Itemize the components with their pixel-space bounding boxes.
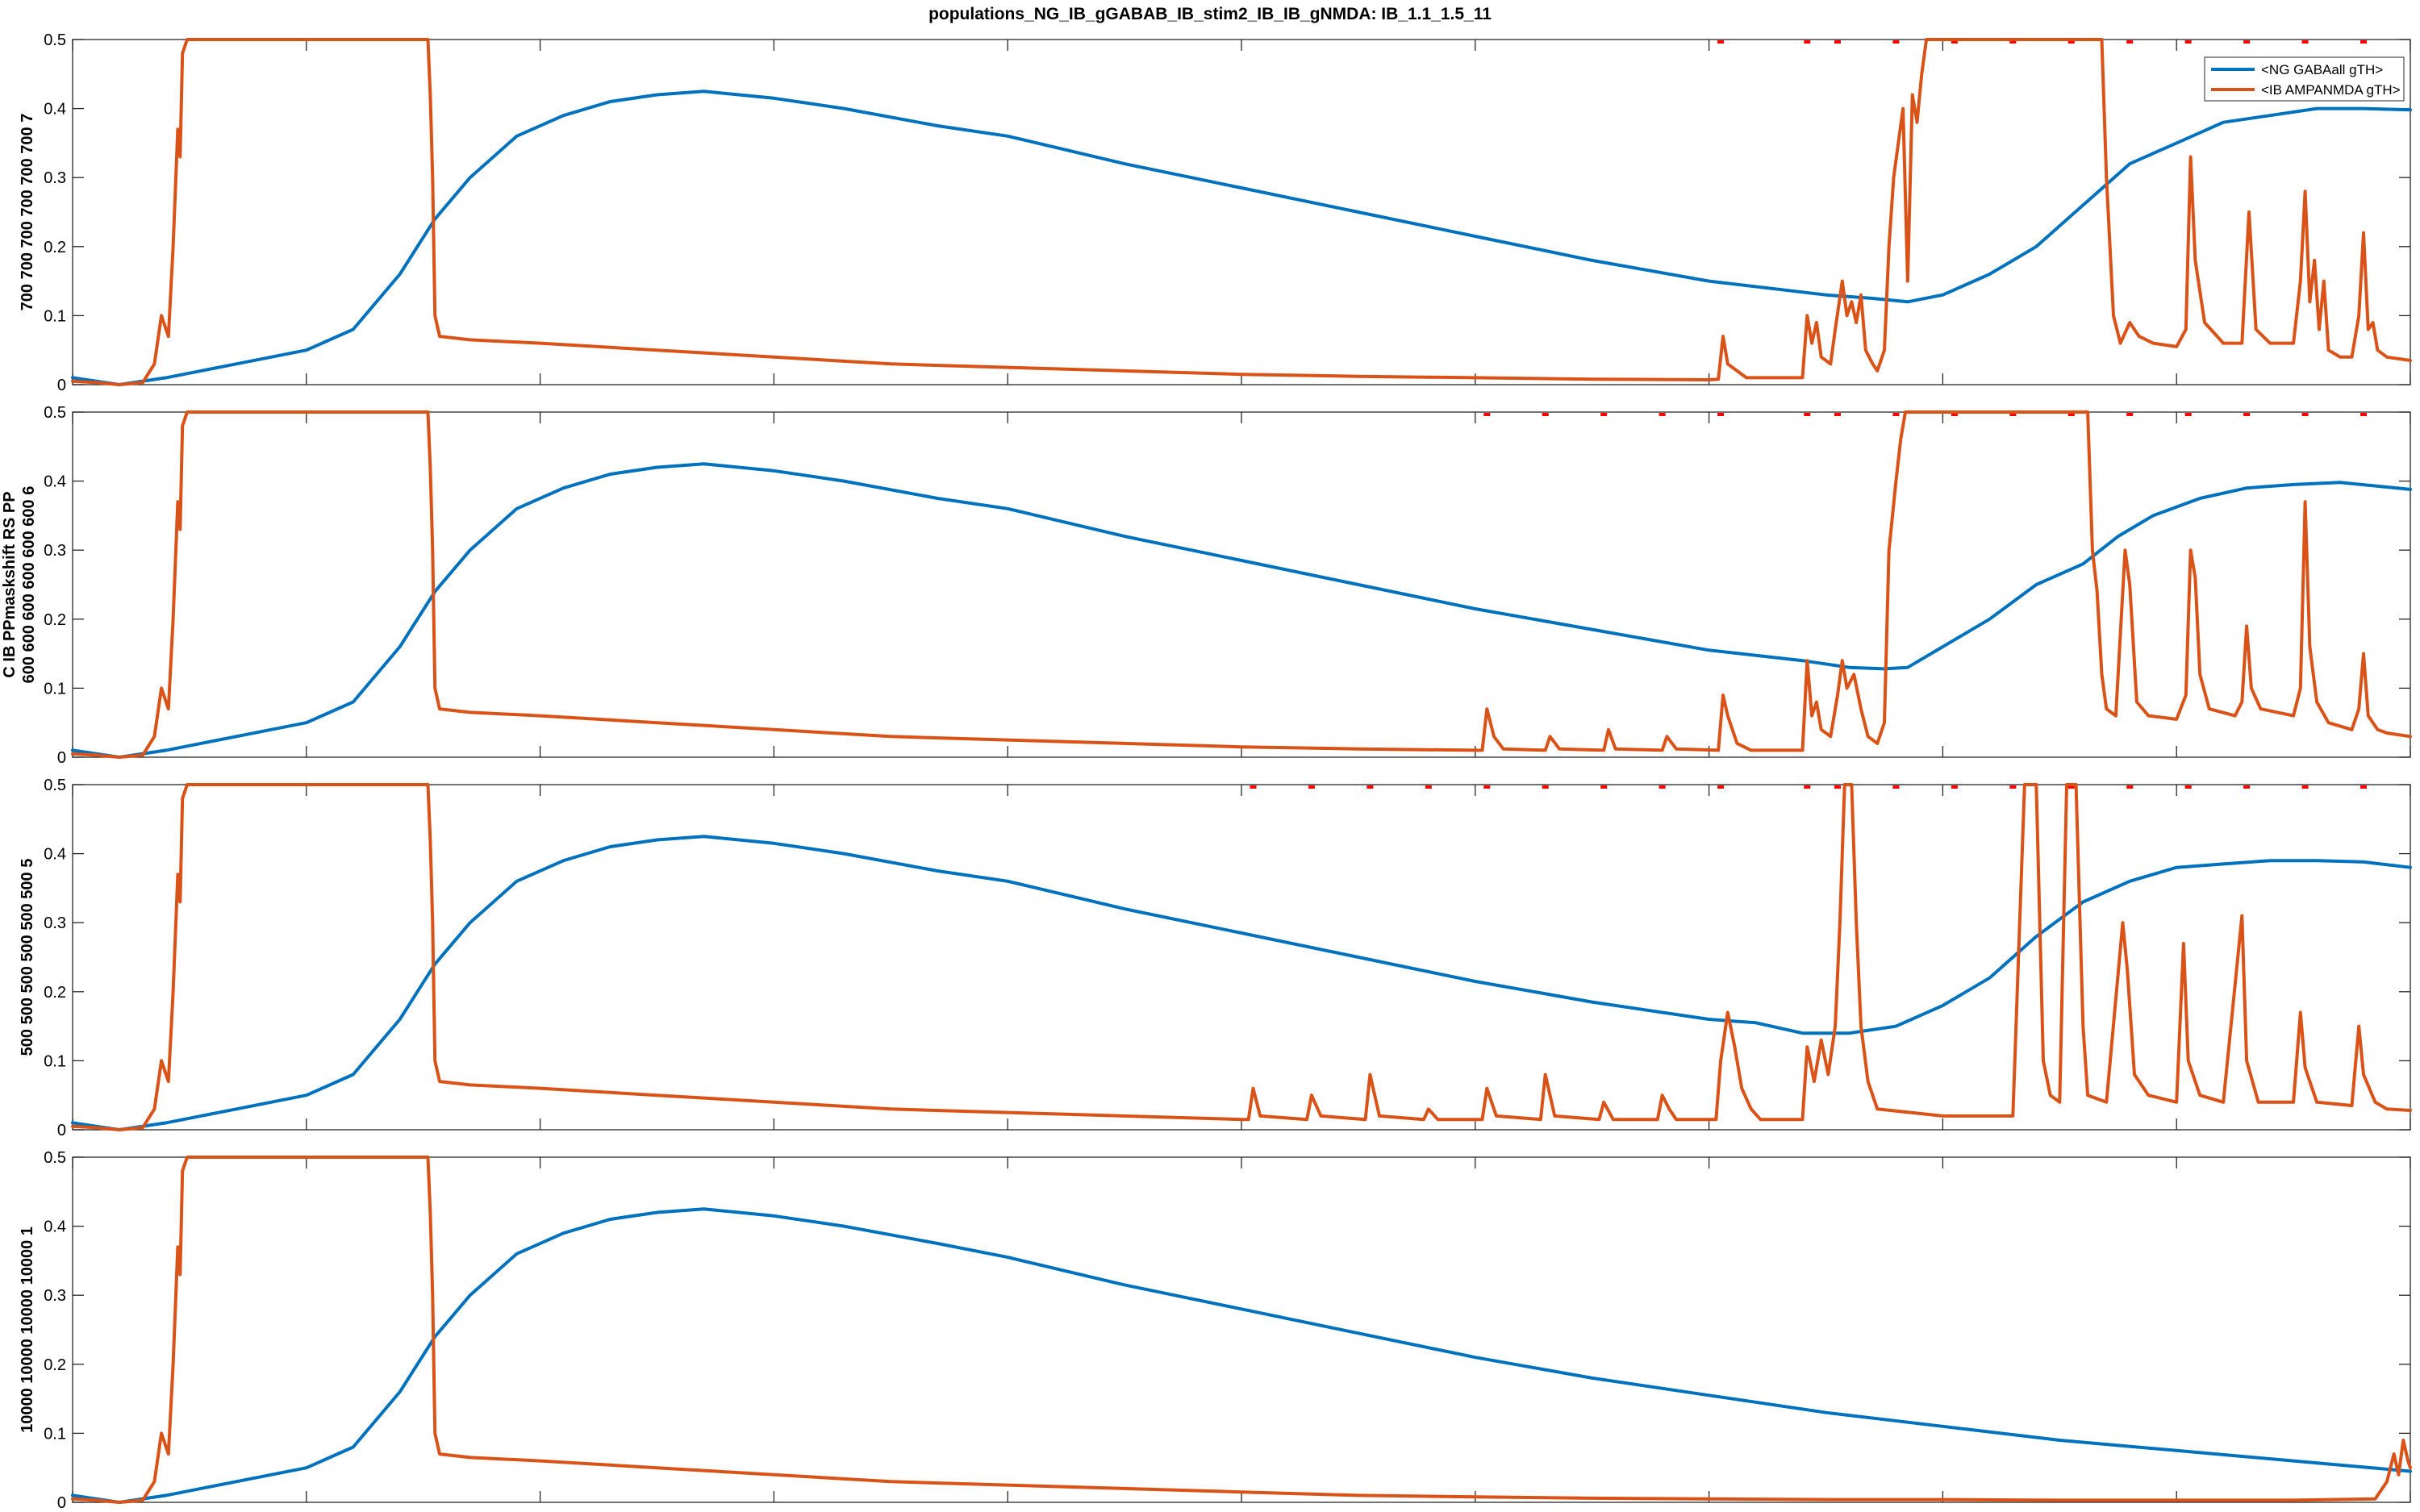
legend-box	[2204, 56, 2405, 102]
figure-title: populations_NG_IB_gGABAB_IB_stim2_IB_IB_…	[928, 5, 1492, 23]
series-line-ib-ampanmda	[71, 1156, 2412, 1504]
x-tick-label: 400	[995, 1510, 1021, 1512]
y-axis-label: 700 700 700 700 700 700 7	[19, 114, 36, 311]
x-tick-label: 800	[1930, 1510, 1956, 1512]
legend-entry: <IB AMPANMDA gTH>	[2261, 82, 2401, 98]
y-tick-label: 0.5	[44, 31, 66, 49]
y-tick-label: 0.1	[44, 1425, 66, 1443]
series-line-ng-gabaall	[71, 1207, 2412, 1504]
y-tick-label: 0.2	[44, 984, 66, 1002]
subplot-stack: 0 0.1 0.2 0.3 0.4 0.5 700 700 700 700 700 700 …	[1, 31, 2412, 1512]
y-axis-label-line: C IB PPmaskshift RS PP	[1, 491, 19, 677]
subplot-2: 0 0.1 0.2 0.3 0.4 0.5 C IB PPmaskshift RS PP 60…	[1, 404, 2412, 767]
x-tick-label: 1000	[2375, 1510, 2411, 1512]
y-axis-label-line: 700 700 700 700 700 700 7	[19, 114, 36, 311]
y-tick-label: 0.3	[44, 914, 66, 932]
series-line-ib-ampanmda	[71, 410, 2412, 759]
y-tick-label: 0.1	[44, 307, 66, 325]
y-tick-label: 0.2	[44, 1356, 66, 1374]
y-tick-label: 0.4	[44, 1218, 66, 1236]
y-tick-label: 0.5	[44, 404, 66, 422]
y-tick-label: 0	[57, 749, 66, 767]
x-tick-label: 200	[527, 1510, 553, 1512]
subplot-4: 0 100 200 300 400 500 600 700 800 900 1000 0 0.1 0.2 0…	[19, 1149, 2412, 1512]
y-tick-label: 0.2	[44, 611, 66, 629]
legend: <NG GABAall gTH> <IB AMPANMDA gTH>	[2204, 56, 2405, 102]
y-axis-label-line: 500 500 500 500 500 500 5	[19, 859, 36, 1056]
x-tick-label: 900	[2163, 1510, 2190, 1512]
subplot-3: 0 0.1 0.2 0.3 0.4 0.5 500 500 500 500 500 500 …	[19, 777, 2412, 1139]
y-tick-label: 0.4	[44, 473, 66, 491]
y-tick-label: 0.5	[44, 1149, 66, 1167]
y-tick-label: 0.1	[44, 680, 66, 698]
y-axis-label: C IB PPmaskshift RS PP 600 600 600 600 60…	[1, 486, 38, 684]
y-tick-label: 0	[57, 1494, 66, 1512]
y-axis-label-line: 600 600 600 600 600 600 6	[20, 486, 38, 684]
y-axis-label: 500 500 500 500 500 500 5	[19, 859, 36, 1056]
y-tick-label: 0.3	[44, 542, 66, 560]
y-tick-label: 0.1	[44, 1052, 66, 1070]
y-axis-label: 10000 10000 10000 10000 1	[19, 1227, 36, 1433]
series-line-ng-gabaall	[71, 90, 2412, 386]
x-tick-label: 700	[1696, 1510, 1722, 1512]
series-line-ng-gabaall	[71, 462, 2412, 759]
x-tick-label: 300	[761, 1510, 787, 1512]
subplot-1: 0 0.1 0.2 0.3 0.4 0.5 700 700 700 700 700 700 …	[19, 31, 2412, 394]
series-line-ib-ampanmda	[71, 38, 2412, 386]
series-line-ib-ampanmda	[71, 783, 2412, 1131]
y-tick-label: 0	[57, 1122, 66, 1139]
y-tick-label: 0.2	[44, 239, 66, 256]
y-tick-label: 0.5	[44, 777, 66, 794]
y-axis-label-line: 10000 10000 10000 10000 1	[19, 1227, 36, 1433]
legend-entry: <NG GABAall gTH>	[2261, 62, 2383, 77]
y-tick-label: 0.4	[44, 846, 66, 864]
x-tick-label: 100	[293, 1510, 319, 1512]
x-tick-label: 600	[1462, 1510, 1488, 1512]
y-tick-label: 0.3	[44, 1287, 66, 1305]
series-line-ng-gabaall	[71, 835, 2412, 1131]
y-tick-label: 0.4	[44, 101, 66, 119]
y-tick-label: 0.3	[44, 169, 66, 187]
x-tick-label: 0	[68, 1510, 77, 1512]
x-tick-label: 500	[1228, 1510, 1254, 1512]
y-tick-label: 0	[57, 377, 66, 394]
